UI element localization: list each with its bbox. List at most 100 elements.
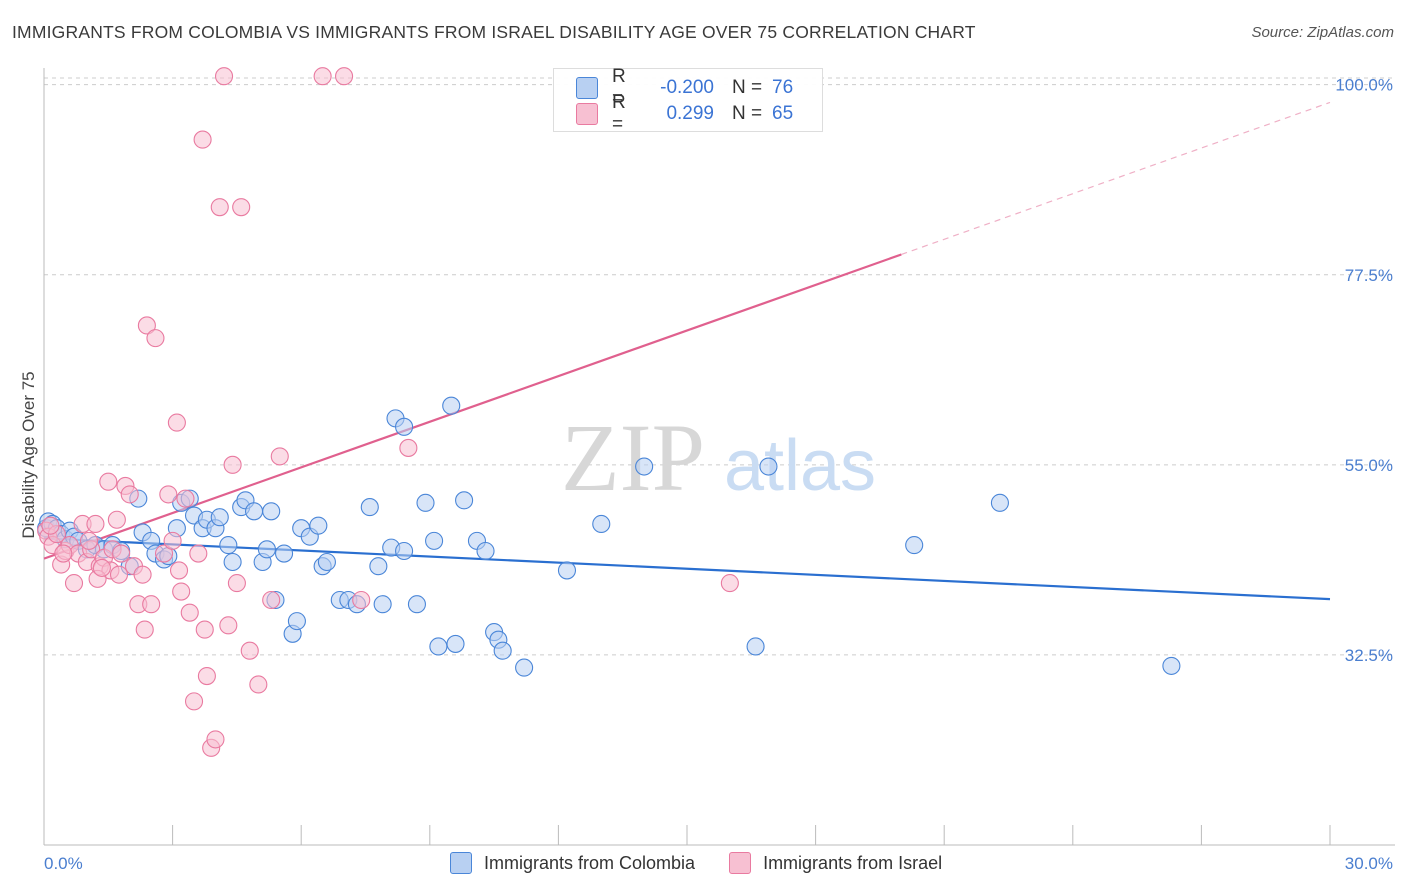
colombia-point — [446, 634, 465, 653]
colombia-point — [635, 457, 654, 476]
israel-point — [79, 531, 99, 550]
legend-n-value: 76 — [772, 77, 794, 98]
legend-r-label: R = — [612, 66, 626, 109]
y-tick-labels: 32.5% 55.0% 77.5% 100.0% — [1335, 76, 1393, 665]
legend-label-israel: Immigrants from Israel — [763, 852, 943, 873]
colombia-point — [262, 502, 281, 521]
israel-point — [135, 620, 154, 639]
israel-point — [335, 67, 354, 86]
israel-point — [120, 485, 139, 504]
israel-point — [197, 666, 216, 686]
colombia-point — [476, 541, 495, 561]
legend-swatch-colombia — [450, 852, 472, 874]
y-tick-label: 100.0% — [1335, 76, 1393, 95]
colombia-point — [746, 637, 765, 656]
colombia-point — [309, 516, 328, 535]
israel-point — [206, 730, 225, 749]
x-tick-labels: 0.0% 30.0% — [44, 854, 1393, 873]
colombia-point — [275, 544, 294, 563]
israel-point — [99, 472, 118, 491]
israel-point — [92, 558, 111, 577]
colombia-point — [425, 531, 444, 550]
israel-point — [159, 485, 178, 504]
israel-point — [172, 582, 191, 601]
israel-point — [227, 574, 246, 593]
israel-point — [142, 595, 161, 614]
israel-point — [399, 438, 418, 457]
colombia-point — [223, 552, 242, 572]
colombia-point — [990, 493, 1009, 512]
y-tick-label: 77.5% — [1345, 266, 1393, 285]
colombia-point — [442, 396, 461, 415]
correlation-legend: R = -0.200 N = 76 R = 0.299 N = 65 — [553, 66, 823, 135]
legend-item-israel: Immigrants from Israel — [729, 852, 942, 874]
colombia-point — [210, 508, 229, 527]
israel-point — [352, 590, 371, 610]
israel-point — [210, 198, 229, 217]
y-tick-label: 55.0% — [1345, 456, 1393, 475]
israel-point — [146, 329, 165, 348]
legend-r-value: -0.200 — [660, 77, 714, 98]
israel-point — [137, 316, 156, 335]
colombia-point — [373, 595, 392, 614]
legend-n-value: 65 — [772, 103, 794, 124]
colombia-point — [416, 493, 435, 512]
trend-lines — [43, 101, 1331, 601]
watermark-atlas: atlas — [724, 426, 876, 506]
israel-point — [169, 561, 189, 580]
legend-swatch-israel — [729, 852, 752, 874]
israel-point — [184, 692, 204, 711]
israel-point — [262, 590, 281, 610]
legend-swatch-israel — [576, 103, 598, 125]
legend-n-label: N = — [732, 77, 763, 98]
israel-point — [214, 67, 234, 86]
gridlines — [44, 77, 1395, 656]
colombia-point — [317, 552, 336, 572]
source-label: Source: ZipAtlas.com — [1251, 24, 1394, 41]
colombia-point — [557, 561, 577, 580]
axes — [43, 68, 1395, 846]
chart-title: IMMIGRANTS FROM COLOMBIA VS IMMIGRANTS F… — [12, 22, 976, 42]
legend-r-value: 0.299 — [666, 103, 714, 124]
israel-point — [163, 531, 182, 550]
israel-point — [107, 510, 126, 529]
series-legend: Immigrants from Colombia Immigrants from… — [450, 852, 976, 874]
colombia-point — [515, 658, 534, 677]
israel-point — [109, 565, 129, 584]
legend-row-israel: R = 0.299 N = 65 — [576, 92, 794, 135]
colombia-point — [257, 540, 276, 559]
israel-point — [270, 447, 289, 466]
watermark: ZIP atlas — [561, 404, 876, 511]
israel-point — [176, 489, 195, 508]
israel-point — [219, 616, 238, 635]
colombia-point — [244, 502, 264, 521]
colombia-point — [1162, 656, 1181, 675]
colombia-point — [219, 536, 238, 555]
colombia-point — [592, 514, 611, 534]
israel-point — [232, 198, 251, 217]
x-tick-label: 30.0% — [1345, 854, 1393, 873]
israel-point — [54, 544, 73, 563]
israel-point — [249, 675, 268, 694]
israel-point — [41, 516, 60, 535]
legend-r-label: R = — [612, 92, 626, 135]
colombia-point — [395, 417, 414, 436]
legend-n-label: N = — [732, 103, 763, 124]
israel-point — [189, 544, 208, 563]
colombia-point — [360, 498, 379, 517]
colombia-point — [759, 457, 778, 476]
israel-point — [154, 544, 174, 563]
israel-point — [167, 413, 186, 432]
colombia-point — [395, 541, 414, 561]
legend-item-colombia: Immigrants from Colombia — [450, 852, 695, 874]
y-tick-label: 32.5% — [1345, 646, 1393, 665]
trend-line-israel — [43, 253, 902, 560]
data-points — [37, 67, 1181, 757]
colombia-point — [407, 595, 426, 614]
israel-point — [86, 514, 105, 534]
x-tick-label: 0.0% — [44, 854, 83, 873]
legend-label-colombia: Immigrants from Colombia — [484, 852, 696, 873]
watermark-zip: ZIP — [561, 404, 705, 511]
legend-row-colombia: R = -0.200 N = 76 — [576, 66, 794, 109]
